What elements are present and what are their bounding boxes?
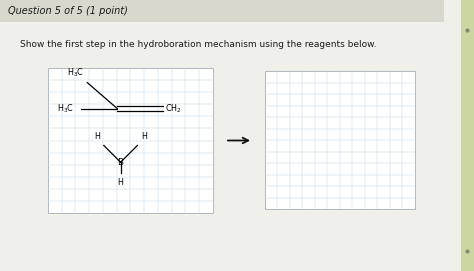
Text: H: H bbox=[94, 133, 100, 141]
Text: $\mathregular{H_3C}$: $\mathregular{H_3C}$ bbox=[67, 66, 84, 79]
Bar bbox=[461, 0, 474, 271]
Text: $\mathregular{CH_2}$: $\mathregular{CH_2}$ bbox=[165, 102, 182, 115]
Bar bbox=[265, 71, 415, 209]
Text: B: B bbox=[118, 158, 124, 167]
Text: Question 5 of 5 (1 point): Question 5 of 5 (1 point) bbox=[8, 6, 128, 16]
Text: H: H bbox=[118, 178, 124, 187]
Text: Show the first step in the hydroboration mechanism using the reagents below.: Show the first step in the hydroboration… bbox=[20, 40, 376, 49]
Text: $\mathregular{H_3C}$: $\mathregular{H_3C}$ bbox=[57, 102, 74, 115]
Bar bbox=[48, 68, 213, 213]
Bar bbox=[0, 0, 444, 22]
Text: H: H bbox=[141, 133, 147, 141]
